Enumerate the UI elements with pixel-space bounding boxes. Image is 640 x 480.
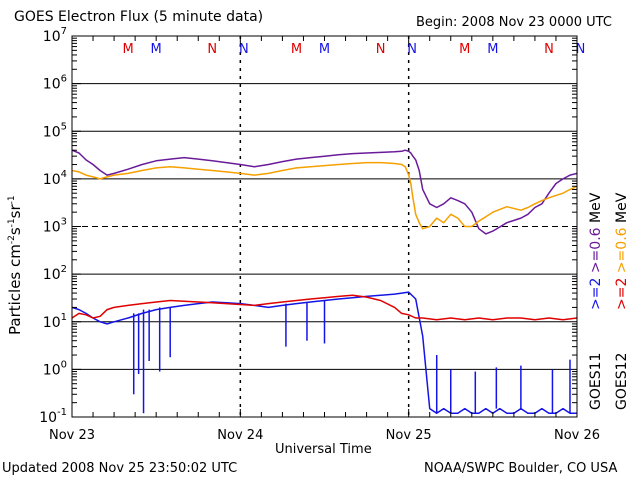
y-tick-label: 105 xyxy=(43,121,67,140)
orbit-marker-M: M xyxy=(123,42,134,57)
legend-goes12-high: >=2 xyxy=(614,277,630,310)
y-tick-label: 100 xyxy=(43,359,67,378)
series-layer xyxy=(71,149,578,414)
axes-layer: 10-1 100 101 102 103 104 105 106 107 Nov 23 Nov 24… xyxy=(39,26,600,443)
chart-title: GOES Electron Flux (5 minute data) xyxy=(14,9,264,25)
legend-goes11-high: >=2 xyxy=(588,277,604,310)
legend-goes11-energies: >=2 >=0.6 MeV xyxy=(588,193,604,310)
orbit-marker-M: M xyxy=(151,42,162,57)
credit-label: NOAA/SWPC Boulder, CO USA xyxy=(424,461,618,476)
legend-goes12-energies: >=2 >=0.6 MeV xyxy=(614,193,630,310)
orbit-marker-N: N xyxy=(576,42,586,57)
grid-layer xyxy=(72,36,577,417)
y-tick-label: 106 xyxy=(43,74,67,93)
legend-goes12-label: GOES12 xyxy=(614,352,630,410)
legend-mev-12: MeV xyxy=(614,192,630,223)
y-tick-label: 107 xyxy=(43,26,67,45)
y-tick-label: 10-1 xyxy=(39,407,67,426)
x-tick-label: Nov 25 xyxy=(386,428,432,443)
orbit-marker-M: M xyxy=(319,42,330,57)
y-tick-label: 104 xyxy=(43,169,67,188)
x-tick-label: Nov 26 xyxy=(554,428,600,443)
series-line-2 xyxy=(71,291,577,414)
legend-goes12-low: >=0.6 xyxy=(614,227,630,274)
legend-mev-11: MeV xyxy=(588,192,604,223)
series-line-0 xyxy=(71,149,578,235)
y-axis-label: Particles cm-2s-1sr-1 xyxy=(6,195,24,335)
legend-goes11-label: GOES11 xyxy=(588,352,604,410)
orbit-marker-N: N xyxy=(407,42,417,57)
orbit-marker-M: M xyxy=(291,42,302,57)
begin-time-label: Begin: 2008 Nov 23 0000 UTC xyxy=(416,15,612,30)
orbit-marker-N: N xyxy=(544,42,554,57)
orbit-marker-N: N xyxy=(376,42,386,57)
legend-goes11-low: >=0.6 xyxy=(588,227,604,274)
orbit-marker-N: N xyxy=(207,42,217,57)
x-axis-label: Universal Time xyxy=(275,442,372,457)
orbit-marker-N: N xyxy=(239,42,249,57)
y-tick-label: 101 xyxy=(43,312,67,331)
orbit-marker-M: M xyxy=(487,42,498,57)
x-tick-label: Nov 23 xyxy=(49,428,95,443)
updated-timestamp: Updated 2008 Nov 25 23:50:02 UTC xyxy=(2,461,238,476)
x-tick-label: Nov 24 xyxy=(217,428,263,443)
series-line-3 xyxy=(71,294,578,321)
orbit-marker-M: M xyxy=(459,42,470,57)
y-tick-label: 102 xyxy=(43,264,67,283)
series-line-1 xyxy=(71,161,578,230)
y-tick-label: 103 xyxy=(43,217,67,236)
